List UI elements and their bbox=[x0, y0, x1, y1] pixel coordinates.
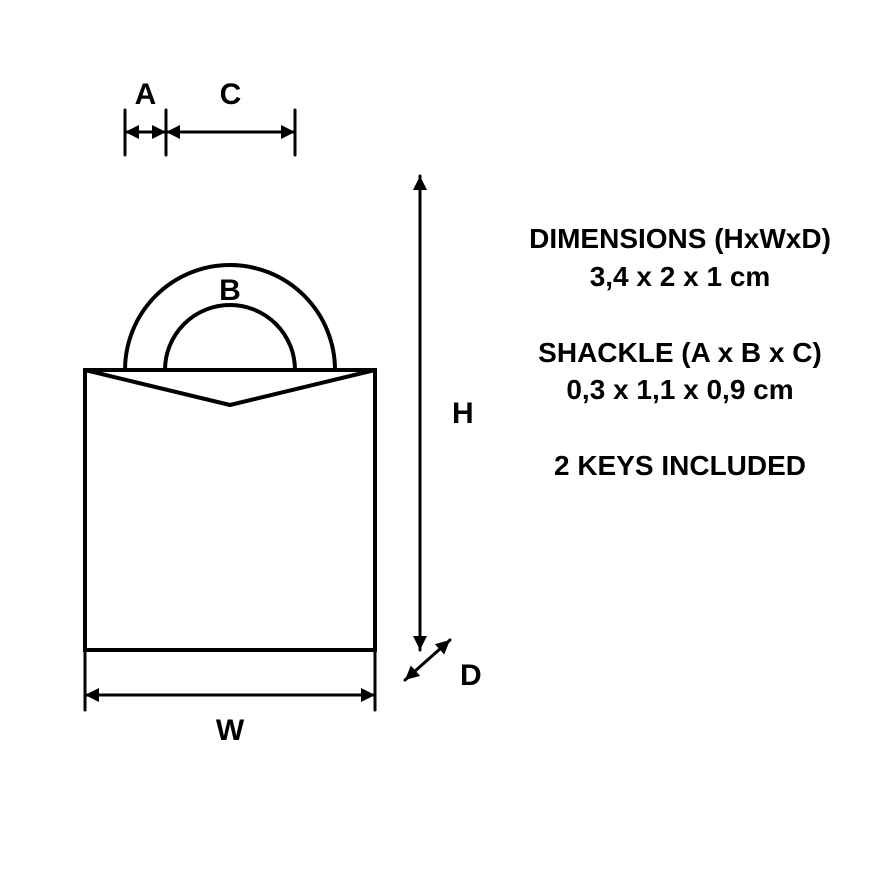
shackle-title: SHACKLE (A x B x C) bbox=[480, 334, 880, 372]
svg-text:B: B bbox=[219, 274, 241, 307]
diagram-stage: A C B H W D DIMENSIONS (HxWxD) 3,4 x 2 x 1 cm… bbox=[0, 0, 896, 896]
dimensions-value: 3,4 x 2 x 1 cm bbox=[480, 258, 880, 296]
svg-text:W: W bbox=[216, 714, 245, 747]
svg-text:H: H bbox=[452, 397, 474, 430]
svg-text:A: A bbox=[135, 78, 157, 111]
svg-text:C: C bbox=[220, 78, 242, 111]
dimensions-title: DIMENSIONS (HxWxD) bbox=[480, 220, 880, 258]
spec-text-panel: DIMENSIONS (HxWxD) 3,4 x 2 x 1 cm SHACKL… bbox=[480, 220, 880, 523]
shackle-value: 0,3 x 1,1 x 0,9 cm bbox=[480, 371, 880, 409]
svg-text:D: D bbox=[460, 659, 482, 692]
keys-included: 2 KEYS INCLUDED bbox=[480, 447, 880, 485]
